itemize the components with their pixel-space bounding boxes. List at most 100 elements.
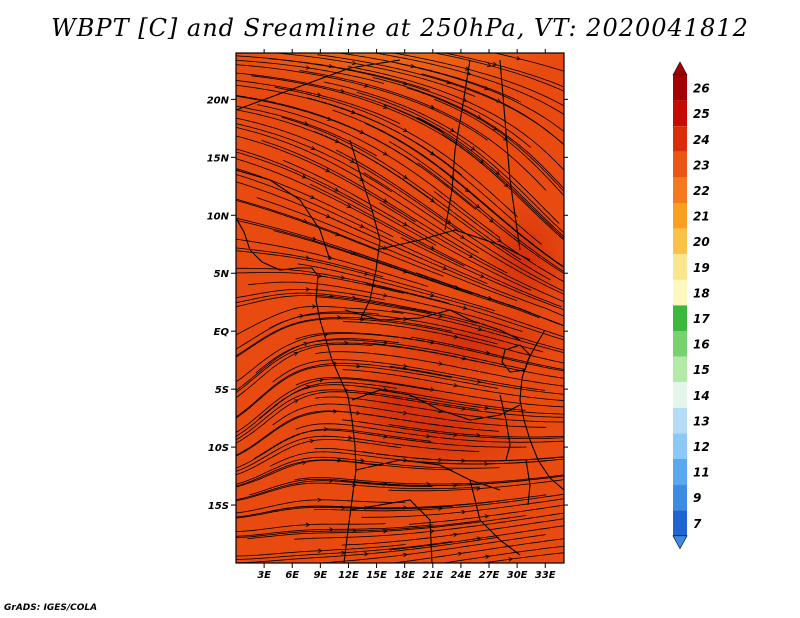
- border-drc-south: [351, 389, 521, 421]
- streamline-19: [236, 499, 406, 514]
- colorbar-label-0: 26: [693, 82, 710, 96]
- streamline-arrow-78: [383, 340, 388, 345]
- streamline-arrow-79: [403, 363, 408, 369]
- colorbar-swatch-2: [673, 126, 687, 152]
- streamline-arrow-75: [402, 269, 408, 274]
- streamline-arrow-146: [476, 379, 482, 384]
- streamline-arrow-109: [457, 551, 463, 556]
- streamline-arrow-3: [310, 145, 316, 150]
- colorbar-swatch-10: [673, 331, 687, 357]
- streamline-26: [236, 135, 416, 223]
- streamline-arrow-47: [359, 129, 365, 134]
- axis-labels: 3E 6E 9E 12E 15E 18E 21E 24E 27E 30E 33E 20N 15N 10N 5…: [207, 95, 556, 581]
- streamline-arrow-95: [446, 219, 452, 224]
- streamline-48: [236, 117, 459, 231]
- border-west-africa: [236, 169, 331, 261]
- colorbar-label-10: 16: [693, 338, 710, 352]
- streamline-arrow-36: [319, 378, 324, 383]
- streamline-arrow-116: [464, 187, 470, 193]
- streamline-arrow-12: [299, 314, 305, 319]
- streamline-arrow-98: [430, 293, 435, 298]
- streamline-arrow-151: [484, 514, 490, 519]
- streamline-arrow-24: [327, 116, 333, 121]
- streamline-arrow-135: [496, 98, 502, 103]
- field-cool-west: [236, 53, 326, 290]
- lon-tick-label-6: 21E: [422, 570, 443, 581]
- grads-credit: GrADS: IGES/COLA: [4, 603, 98, 613]
- streamline-arrow-149: [484, 461, 489, 467]
- colorbar-bottom-arrow: [672, 535, 688, 550]
- streamline-arrow-106: [426, 481, 431, 487]
- lon-tick-label-5: 18E: [394, 570, 415, 581]
- streamline-55: [236, 318, 498, 358]
- streamline-arrow-87: [403, 552, 408, 558]
- colorbar-label-6: 20: [693, 235, 710, 249]
- streamline-arrow-22: [328, 63, 334, 69]
- lon-tick-label-8: 27E: [479, 570, 500, 581]
- lat-tick-label-3: 5N: [214, 269, 230, 280]
- streamline-arrow-94: [430, 198, 435, 203]
- streamline-114: [356, 91, 564, 234]
- streamline-arrow-65: [364, 551, 369, 557]
- colorbar: 26 25 24 23 22 21 20 19 18 17 16 15 14 13 12 11 9 7: [672, 61, 710, 550]
- streamline-arrow-114: [470, 146, 476, 151]
- streamline-arrow-119: [468, 254, 474, 259]
- lake-tanganyika: [499, 394, 511, 461]
- streamline-arrow-131: [485, 554, 490, 559]
- streamline-arrow-59: [356, 410, 361, 416]
- streamline-arrow-133: [487, 62, 492, 68]
- coastlines-borders: [236, 59, 564, 563]
- streamline-110: [442, 53, 564, 88]
- lake-malawi: [525, 459, 531, 506]
- colorbar-label-5: 21: [693, 210, 710, 224]
- streamline-arrow-100: [430, 340, 435, 345]
- streamline-arrow-74: [382, 245, 388, 250]
- streamline-arrow-77: [403, 316, 408, 322]
- streamline-arrow-21: [318, 548, 323, 553]
- colorbar-swatch-3: [673, 151, 687, 178]
- colorbar-swatch-14: [673, 433, 687, 459]
- border-nigeria-cameroon: [349, 139, 381, 321]
- streamline-41: [236, 505, 453, 519]
- lon-tick-label-7: 24E: [451, 570, 472, 581]
- field-warm-core-center: [340, 365, 460, 435]
- streamline-arrow-120: [454, 285, 460, 290]
- streamline-arrow-140: [489, 218, 494, 223]
- lon-tick-label-3: 12E: [338, 570, 359, 581]
- streamline-arrow-9: [317, 273, 323, 278]
- streamline-arrow-10: [305, 287, 311, 292]
- streamline-arrow-7: [312, 236, 317, 241]
- streamline-arrow-57: [356, 364, 361, 369]
- lat-tick-label-1: 15N: [207, 153, 230, 164]
- streamline-150: [388, 479, 564, 492]
- streamline-14: [236, 343, 373, 399]
- streamline-arrow-69: [402, 127, 408, 132]
- streamline-124: [342, 369, 564, 401]
- streamline-arrow-90: [429, 104, 435, 109]
- streamline-15: [236, 381, 398, 437]
- streamline-146: [389, 365, 564, 395]
- streamline-arrow-127: [461, 458, 466, 463]
- streamline-23: [236, 72, 445, 133]
- lat-tick-label-2: 10N: [207, 211, 230, 222]
- colorbar-swatch-17: [673, 510, 687, 536]
- streamline-31: [236, 267, 450, 304]
- streamline-97: [325, 215, 564, 317]
- streamline-arrow-39: [337, 458, 342, 463]
- streamline-arrow-73: [402, 221, 408, 226]
- streamline-arrow-141: [497, 238, 502, 243]
- map-frame: [235, 52, 565, 564]
- streamline-35: [236, 362, 452, 418]
- streamline-45: [236, 64, 488, 141]
- colorbar-swatch-4: [673, 177, 687, 203]
- streamline-arrow-81: [403, 410, 408, 416]
- lon-tick-label-10: 33E: [535, 570, 556, 581]
- streamline-140: [417, 162, 564, 274]
- colorbar-label-14: 12: [693, 440, 710, 454]
- streamline-arrow-97: [442, 266, 448, 270]
- streamline-119: [379, 202, 564, 303]
- streamline-arrow-64: [352, 528, 357, 533]
- streamline-arrow-44: [351, 60, 357, 66]
- colorbar-label-4: 22: [693, 184, 710, 198]
